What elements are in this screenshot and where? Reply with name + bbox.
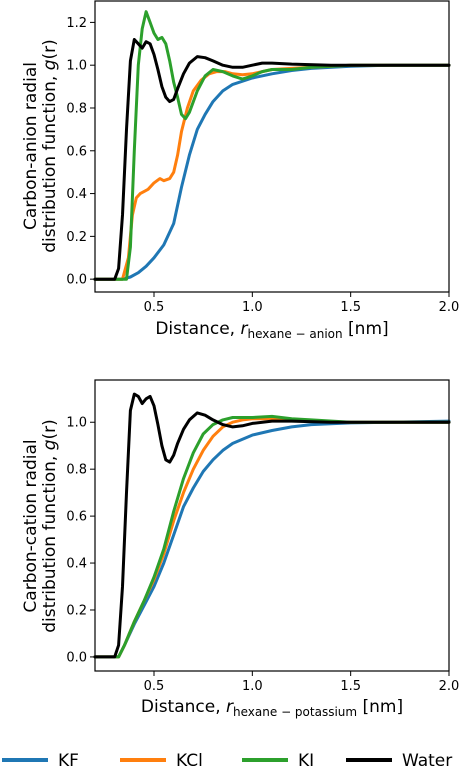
- bottom-ytick-label: 0.2: [66, 603, 87, 618]
- top-series-water: [93, 38, 451, 281]
- top-ytick-label: 1.2: [66, 16, 87, 31]
- top-xtick-label: 1.5: [340, 300, 361, 315]
- bottom-series-kcl: [93, 417, 451, 659]
- top-ylabel-line1: Carbon-anion radial: [21, 62, 41, 230]
- top-ytick-label: 1.0: [66, 59, 87, 74]
- top-series-layer: [93, 10, 451, 281]
- top-xlabel: Distance, rhexane − anion [nm]: [155, 319, 388, 341]
- top-ytick-label: 0.2: [66, 230, 87, 245]
- legend-label-kf: KF: [58, 751, 79, 771]
- top-ticks-layer: 0.5 1.0 1.5 2.0 0.0 0.2 0.4 0.6 0.8 1.0 1.2: [66, 16, 459, 315]
- top-ytick-label: 0.8: [66, 101, 87, 116]
- bottom-xlabel: Distance, rhexane − potassium [nm]: [141, 697, 403, 719]
- legend-label-ki: KI: [298, 751, 314, 771]
- top-ytick-label: 0.6: [66, 144, 87, 159]
- top-xtick-label: 0.5: [144, 300, 165, 315]
- legend: KF KCl KI Water: [2, 751, 452, 771]
- bottom-ytick-label: 0.4: [66, 557, 87, 572]
- bottom-ticks-layer: 0.5 1.0 1.5 2.0 0.0 0.2 0.4 0.6 0.8 1.0: [66, 416, 459, 694]
- bottom-axes-frame: [94, 379, 450, 672]
- bottom-xtick-label: 1.5: [340, 679, 361, 694]
- bottom-series-ki: [93, 414, 451, 659]
- legend-label-kcl: KCl: [176, 751, 203, 771]
- top-ylabel-line2: distribution function, g(r): [40, 39, 60, 253]
- bottom-ylabel-line2: distribution function, g(r): [40, 419, 60, 633]
- top-series-ki: [93, 10, 451, 281]
- top-series-kf: [93, 63, 451, 281]
- bottom-ytick-label: 0.0: [66, 650, 87, 665]
- bottom-series-kf: [93, 419, 451, 659]
- top-series-kcl: [93, 63, 451, 281]
- top-xtick-label: 2.0: [439, 300, 460, 315]
- bottom-chart: 0.5 1.0 1.5 2.0 0.0 0.2 0.4 0.6 0.8 1.0 Carbon-ca…: [21, 379, 459, 719]
- top-axes-frame: [94, 0, 450, 293]
- bottom-series-water: [93, 392, 451, 659]
- top-chart: 0.5 1.0 1.5 2.0 0.0 0.2 0.4 0.6 0.8 1.0 1.2 Carbon…: [21, 0, 459, 341]
- top-xtick-label: 1.0: [242, 300, 263, 315]
- bottom-xtick-label: 0.5: [144, 679, 165, 694]
- top-ytick-label: 0.0: [66, 273, 87, 288]
- bottom-ytick-label: 0.6: [66, 510, 87, 525]
- legend-label-water: Water: [402, 751, 452, 771]
- bottom-xtick-label: 2.0: [439, 679, 460, 694]
- bottom-ytick-label: 1.0: [66, 416, 87, 431]
- bottom-ytick-label: 0.8: [66, 463, 87, 478]
- bottom-ylabel-line1: Carbon-cation radial: [21, 439, 41, 612]
- top-ytick-label: 0.4: [66, 187, 87, 202]
- bottom-series-layer: [93, 392, 451, 659]
- bottom-xtick-label: 1.0: [242, 679, 263, 694]
